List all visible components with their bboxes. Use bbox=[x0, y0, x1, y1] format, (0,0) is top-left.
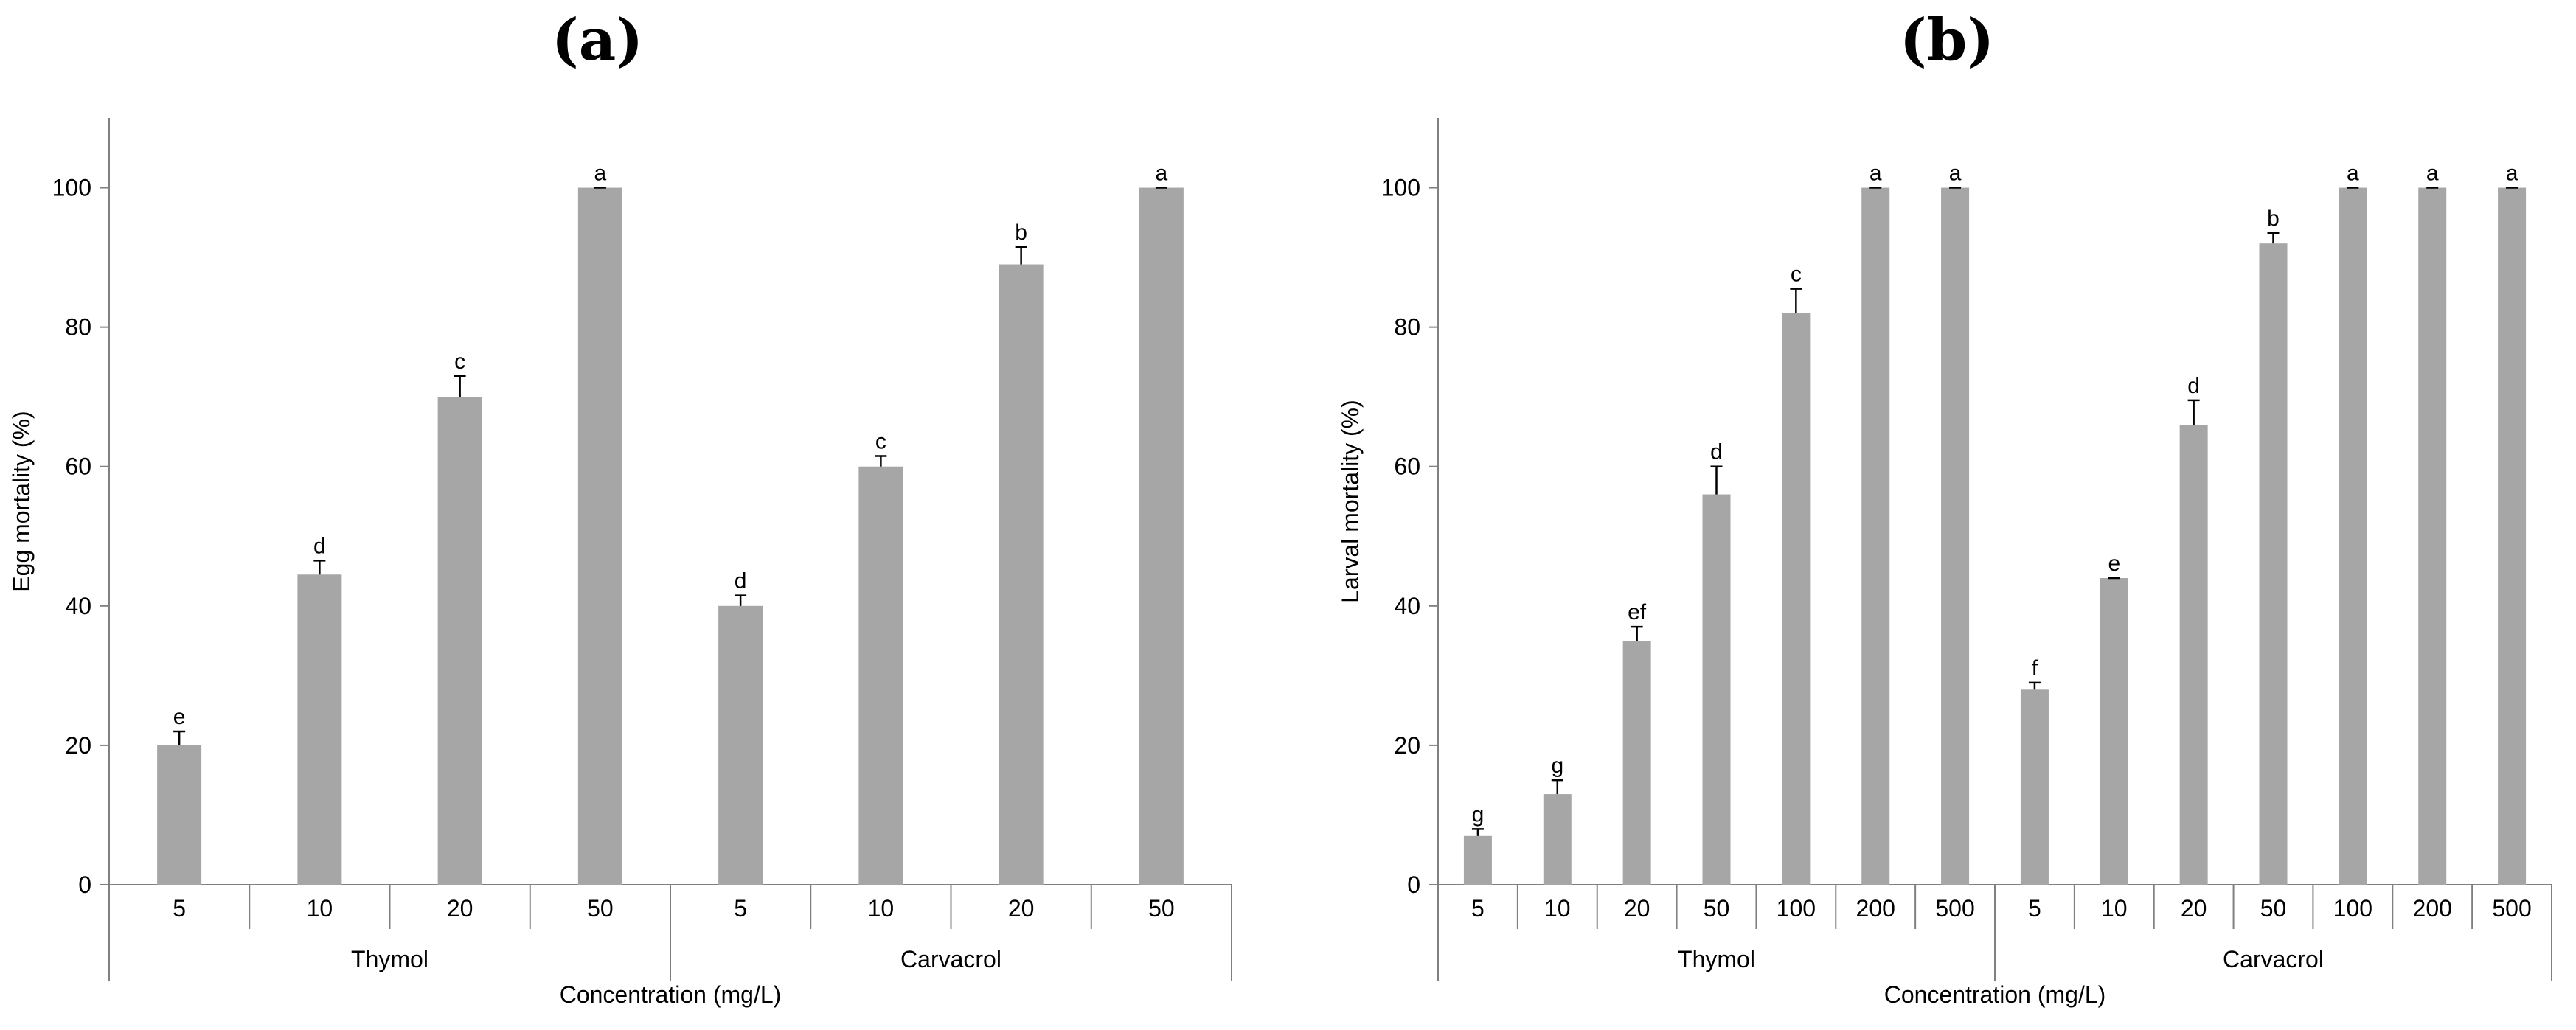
x-tick-label: 100 bbox=[1777, 895, 1816, 922]
x-tick-label: 500 bbox=[1935, 895, 1974, 922]
x-tick-label: 50 bbox=[2260, 895, 2287, 922]
x-tick-label: 5 bbox=[1471, 895, 1485, 922]
x-tick-label: 200 bbox=[2413, 895, 2452, 922]
bar bbox=[1622, 641, 1651, 885]
bar bbox=[297, 574, 342, 885]
bar bbox=[437, 397, 482, 885]
significance-letter: a bbox=[1949, 161, 1962, 186]
significance-letter: d bbox=[1710, 440, 1723, 464]
x-tick-label: 100 bbox=[2333, 895, 2372, 922]
significance-letter: c bbox=[454, 349, 465, 374]
bar bbox=[1463, 835, 1492, 885]
y-tick-label: 40 bbox=[1394, 593, 1420, 619]
bar bbox=[2020, 689, 2049, 885]
significance-letter: f bbox=[2032, 656, 2038, 681]
significance-letter: e bbox=[173, 705, 186, 729]
panel-b-title: (b) bbox=[1899, 7, 1995, 74]
significance-letter: a bbox=[1869, 161, 1882, 186]
significance-letter: a bbox=[2426, 161, 2439, 186]
bar bbox=[2259, 243, 2288, 885]
significance-letter: ef bbox=[1628, 600, 1647, 624]
x-tick-label: 200 bbox=[1856, 895, 1895, 922]
y-tick-label: 60 bbox=[65, 453, 91, 480]
bar bbox=[858, 466, 903, 885]
bar bbox=[2418, 187, 2447, 885]
bar bbox=[2339, 187, 2367, 885]
chart-panel-a: 0 20 40 60 80 100 Egg mortality (%) Thymol Carva… bbox=[8, 118, 1232, 1008]
y-tick-label: 20 bbox=[1394, 732, 1420, 759]
significance-letter: b bbox=[1015, 220, 1027, 245]
significance-letter: e bbox=[2108, 551, 2120, 576]
bar bbox=[1941, 187, 1970, 885]
x-axis-title: Concentration (mg/L) bbox=[560, 981, 782, 1008]
bar bbox=[1543, 794, 1572, 885]
significance-letter: a bbox=[1156, 161, 1168, 186]
y-tick-label: 100 bbox=[1381, 175, 1420, 201]
group-label-thymol: Thymol bbox=[1678, 946, 1755, 972]
bar bbox=[1702, 494, 1731, 885]
bar bbox=[157, 745, 202, 885]
x-tick-label: 10 bbox=[307, 895, 333, 922]
x-tick-label: 5 bbox=[734, 895, 747, 922]
y-tick-label: 100 bbox=[52, 175, 91, 201]
significance-letter: a bbox=[2506, 161, 2518, 186]
significance-letter: c bbox=[1791, 262, 1802, 287]
y-tick-label: 80 bbox=[1394, 314, 1420, 341]
bar bbox=[2179, 425, 2208, 885]
y-axis-title: Larval mortality (%) bbox=[1337, 400, 1364, 603]
bar bbox=[999, 264, 1044, 885]
x-tick-label: 50 bbox=[1704, 895, 1730, 922]
bar bbox=[1861, 187, 1890, 885]
x-tick-label: 5 bbox=[173, 895, 186, 922]
x-tick-label: 20 bbox=[1008, 895, 1035, 922]
x-tick-label: 50 bbox=[587, 895, 614, 922]
significance-letter: g bbox=[1551, 754, 1563, 778]
panel-a-title: (a) bbox=[551, 7, 644, 74]
significance-letter: a bbox=[594, 161, 607, 186]
x-tick-label: 10 bbox=[868, 895, 895, 922]
significance-letter: a bbox=[2347, 161, 2359, 186]
x-axis-title: Concentration (mg/L) bbox=[1884, 981, 2106, 1008]
significance-letter: b bbox=[2267, 206, 2280, 231]
x-tick-label: 10 bbox=[2101, 895, 2128, 922]
x-tick-label: 10 bbox=[1544, 895, 1571, 922]
x-tick-label: 20 bbox=[1624, 895, 1650, 922]
x-tick-label: 20 bbox=[2181, 895, 2207, 922]
y-tick-label: 0 bbox=[78, 871, 91, 898]
group-label-carvacrol: Carvacrol bbox=[2223, 946, 2324, 972]
y-axis-title: Egg mortality (%) bbox=[8, 411, 35, 591]
bar bbox=[1139, 187, 1184, 885]
x-tick-label: 500 bbox=[2492, 895, 2531, 922]
x-tick-label: 50 bbox=[1148, 895, 1175, 922]
significance-letter: g bbox=[1472, 802, 1485, 827]
x-tick-label: 5 bbox=[2028, 895, 2041, 922]
x-tick-label: 20 bbox=[447, 895, 473, 922]
y-tick-label: 40 bbox=[65, 593, 91, 619]
significance-letter: c bbox=[875, 430, 886, 454]
bar bbox=[2100, 578, 2128, 885]
chart-panel-b: 0 20 40 60 80 100 Larval mortality (%) Thymol Ca… bbox=[1337, 118, 2552, 1008]
bar bbox=[2498, 187, 2527, 885]
y-tick-label: 0 bbox=[1407, 871, 1420, 898]
group-label-thymol: Thymol bbox=[351, 946, 428, 972]
y-tick-label: 80 bbox=[65, 314, 91, 341]
bar bbox=[577, 187, 622, 885]
significance-letter: d bbox=[735, 569, 747, 594]
bar bbox=[718, 605, 763, 885]
group-label-carvacrol: Carvacrol bbox=[900, 946, 1001, 972]
bar bbox=[1782, 313, 1811, 885]
significance-letter: d bbox=[2187, 374, 2200, 398]
y-tick-label: 60 bbox=[1394, 453, 1420, 480]
significance-letter: d bbox=[313, 534, 326, 558]
y-tick-label: 20 bbox=[65, 732, 91, 759]
